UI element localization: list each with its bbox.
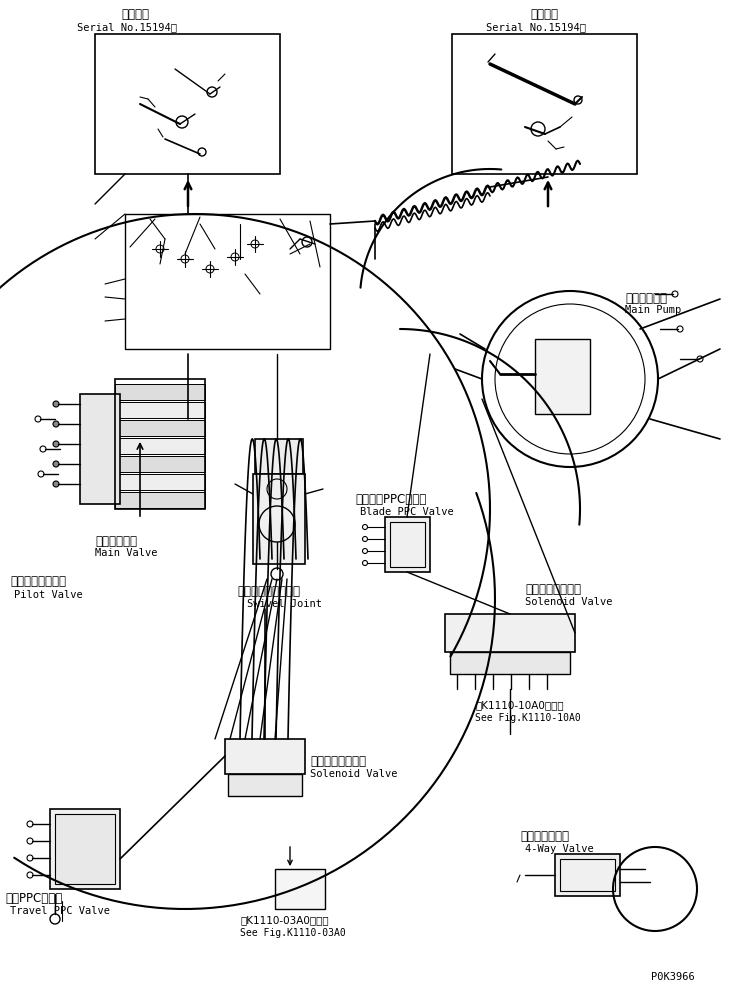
Text: 適用号機: 適用号機 [530, 8, 558, 21]
Bar [125, 215, 330, 350]
Text: Swivel Joint: Swivel Joint [247, 598, 322, 608]
Text: 第K1110-03A0図参照: 第K1110-03A0図参照 [240, 914, 328, 924]
Text: 第K1110-10A0図参照: 第K1110-10A0図参照 [475, 700, 564, 710]
Bar [115, 438, 205, 454]
Text: －ウェイバルブ: －ウェイバルブ [520, 829, 569, 842]
Circle shape [53, 441, 59, 447]
Text: Serial No.15194～: Serial No.15194～ [486, 22, 586, 32]
Bar [115, 474, 205, 490]
Circle shape [53, 421, 59, 427]
Bar [228, 774, 302, 796]
Text: 適用号機: 適用号機 [121, 8, 149, 21]
Circle shape [53, 481, 59, 487]
Bar [225, 740, 305, 774]
Text: Solenoid Valve: Solenoid Valve [525, 596, 613, 606]
Text: メインポンプ: メインポンプ [625, 291, 667, 305]
Text: メインバルブ: メインバルブ [95, 535, 137, 548]
Text: P0K3966: P0K3966 [651, 971, 695, 981]
Text: See Fig.K1110-03A0: See Fig.K1110-03A0 [240, 927, 345, 937]
Text: 4-Way Valve: 4-Way Valve [525, 843, 594, 853]
Bar [390, 523, 425, 568]
Text: See Fig.K1110-10A0: See Fig.K1110-10A0 [475, 713, 581, 723]
Bar [115, 380, 205, 510]
Text: Travel PPC Valve: Travel PPC Valve [10, 906, 110, 915]
Text: ブレードPPCバルブ: ブレードPPCバルブ [355, 492, 427, 506]
Bar [535, 340, 590, 414]
Bar [115, 403, 205, 418]
Bar [253, 474, 305, 565]
Bar [385, 518, 430, 573]
Circle shape [53, 461, 59, 467]
Bar [450, 652, 570, 674]
Bar [255, 439, 303, 474]
Bar [115, 385, 205, 401]
Text: ソレノイドバルブ: ソレノイドバルブ [310, 754, 366, 767]
Bar [115, 492, 205, 509]
Text: Blade PPC Valve: Blade PPC Valve [360, 507, 454, 517]
Text: Serial No.15194～: Serial No.15194～ [77, 22, 177, 32]
Circle shape [53, 402, 59, 408]
Text: Main Valve: Main Valve [95, 548, 157, 558]
Bar [560, 859, 615, 891]
Bar [275, 869, 325, 910]
Text: ソレノイドバルブ: ソレノイドバルブ [525, 582, 581, 595]
Bar [95, 35, 280, 175]
Text: Pilot Valve: Pilot Valve [14, 589, 83, 599]
Bar [55, 814, 115, 884]
Text: パイロットバルブ: パイロットバルブ [10, 575, 66, 587]
Bar [452, 35, 637, 175]
Bar [50, 809, 120, 889]
Bar [445, 614, 575, 652]
Bar [115, 420, 205, 436]
Bar [555, 854, 620, 897]
Text: 走行PPCバルブ: 走行PPCバルブ [5, 891, 62, 905]
Bar [115, 456, 205, 472]
Text: Main Pump: Main Pump [625, 305, 681, 315]
Bar [80, 395, 120, 505]
Text: スイベルジョイント: スイベルジョイント [237, 584, 300, 597]
Text: Solenoid Valve: Solenoid Valve [310, 768, 398, 778]
